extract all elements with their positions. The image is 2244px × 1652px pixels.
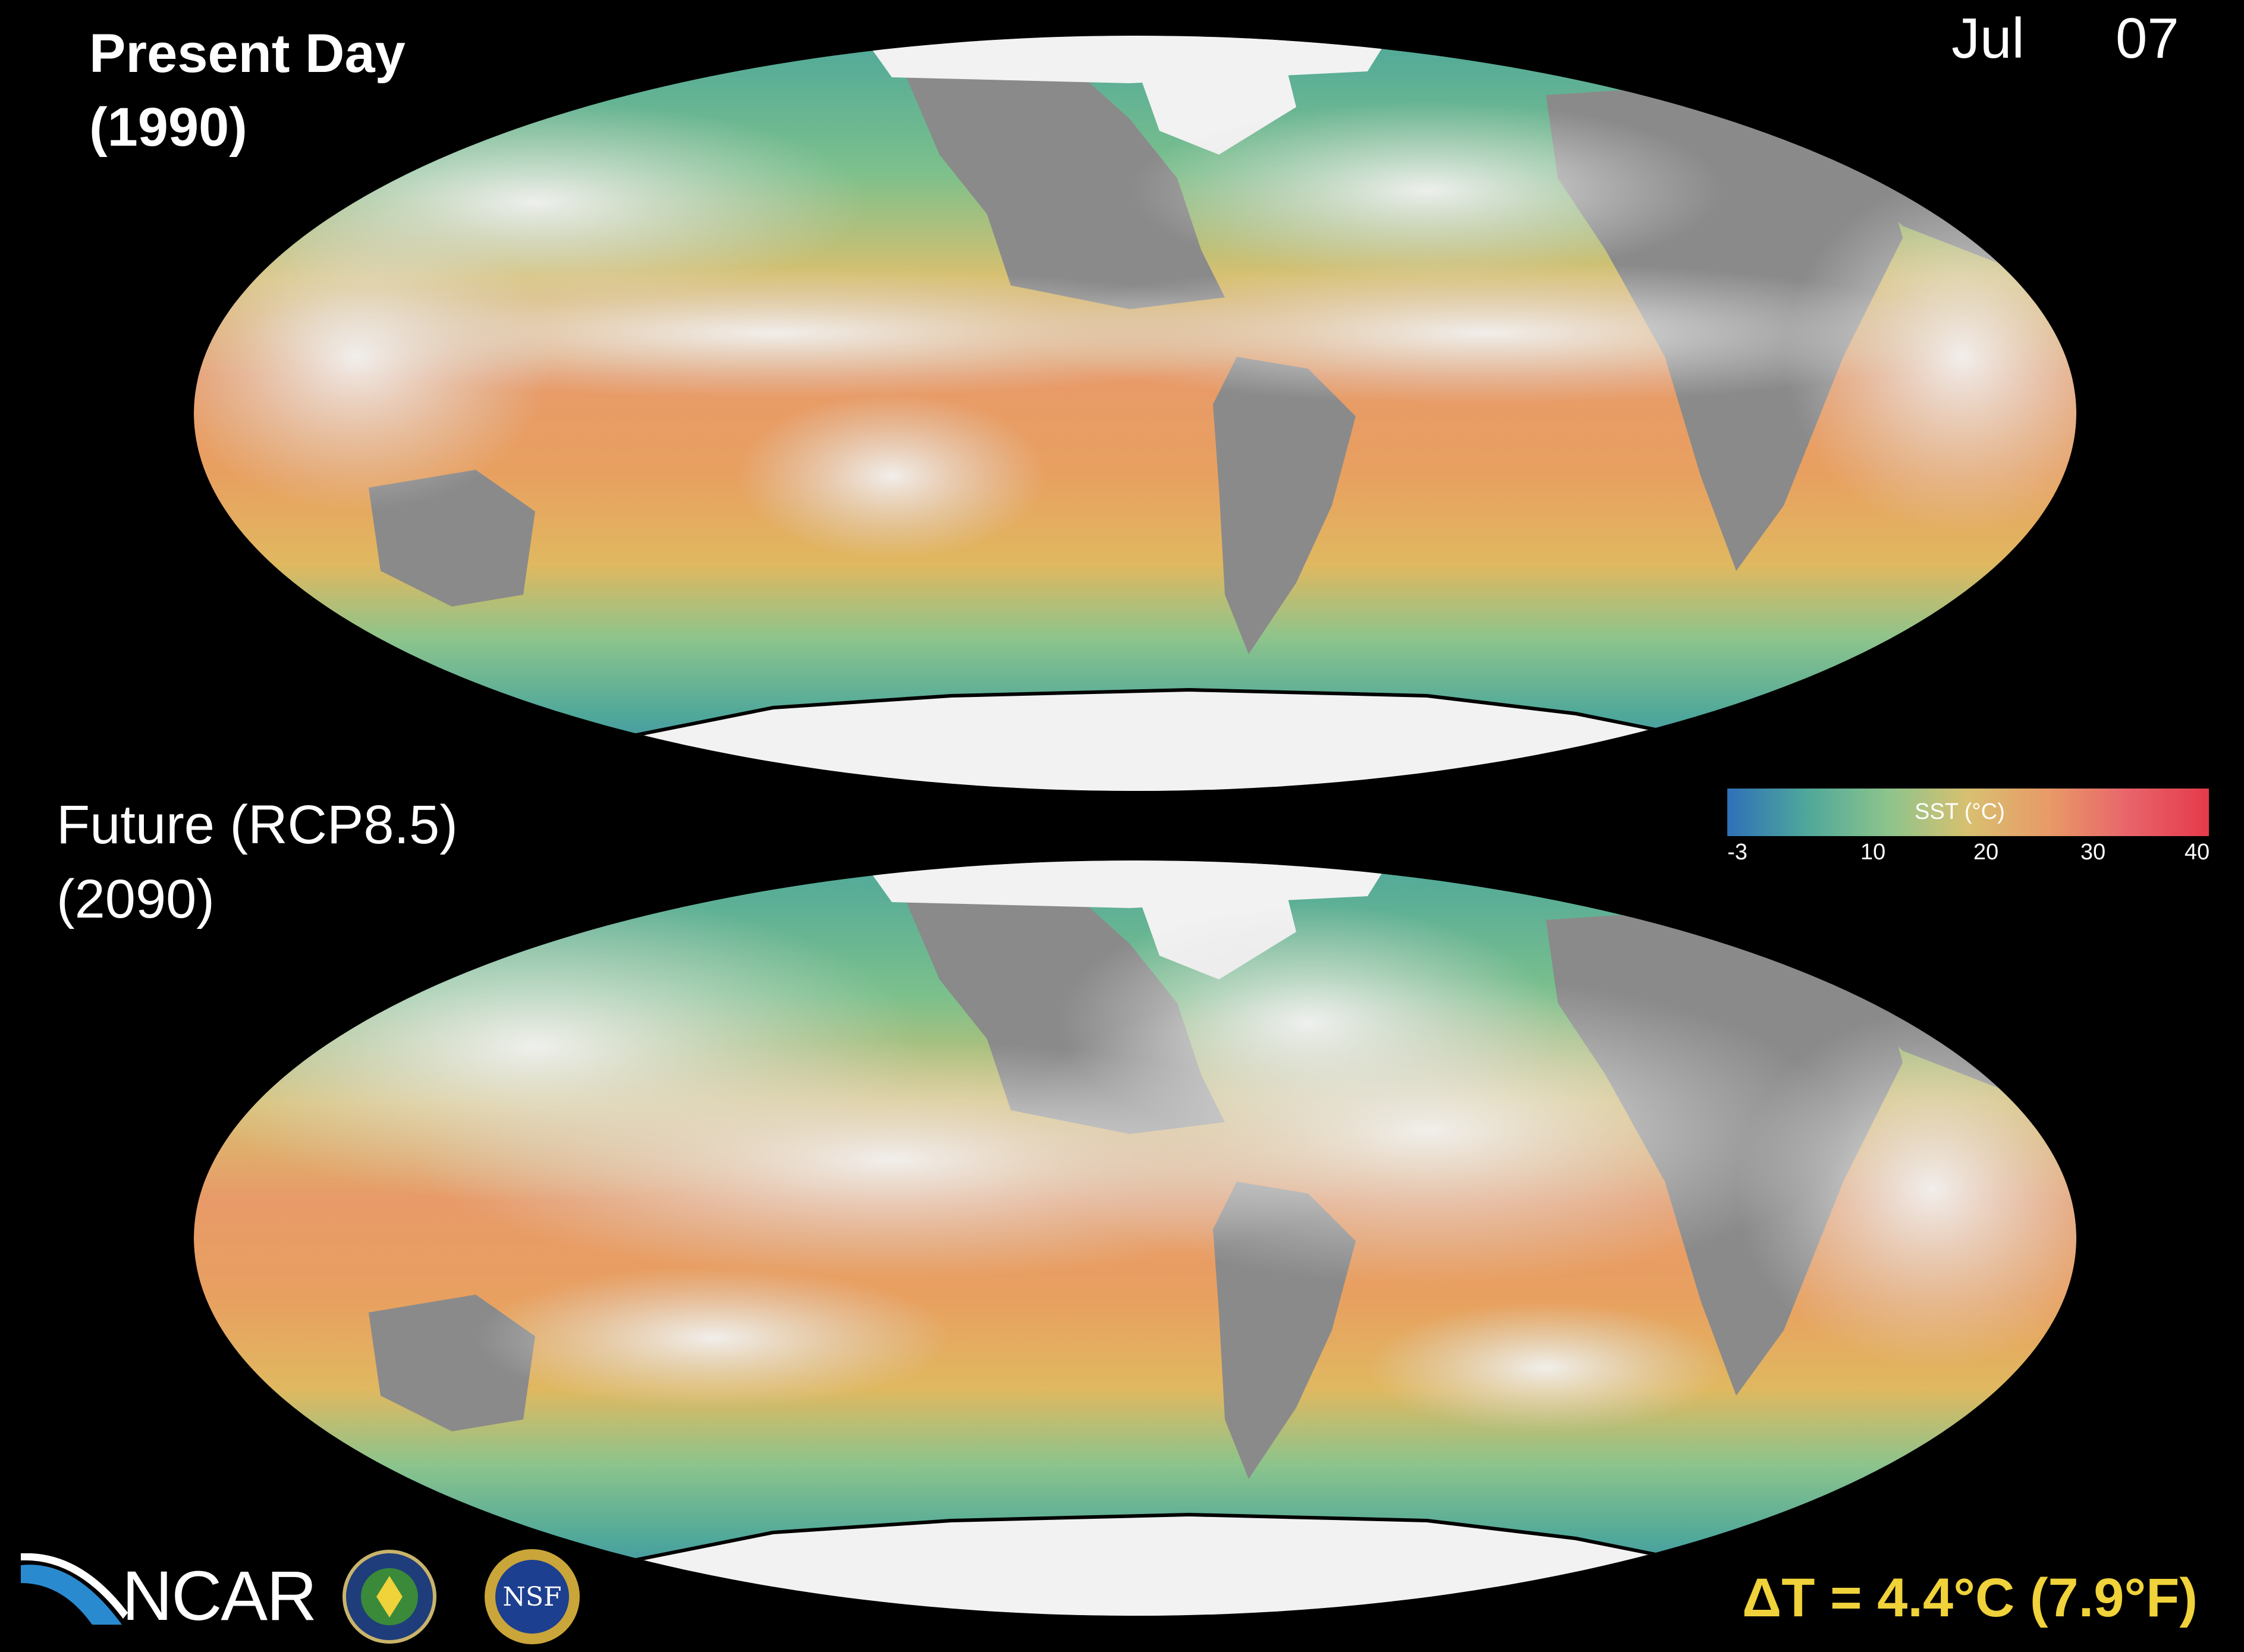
ncar-logo-icon xyxy=(21,1553,128,1625)
colorbar-tick: 10 xyxy=(1860,840,1886,865)
colorbar-tick: 30 xyxy=(2080,840,2106,865)
ncar-logo-text: NCAR xyxy=(122,1557,317,1635)
panel-subtitle-present: (1990) xyxy=(89,97,247,158)
map-present-day xyxy=(194,36,2076,791)
delta-temperature: ΔT = 4.4°C (7.9°F) xyxy=(1742,1568,2198,1628)
colorbar-tick: 40 xyxy=(2184,840,2210,865)
date-month: Jul xyxy=(1951,7,2025,70)
sst-colorbar xyxy=(1727,789,2209,836)
nsf-logo-icon: NSF xyxy=(485,1549,580,1644)
nsf-logo-text: NSF xyxy=(502,1582,561,1612)
colorbar-tick: -3 xyxy=(1727,840,1748,865)
antarctica xyxy=(623,687,1696,791)
south-america xyxy=(1213,357,1356,654)
antarctica xyxy=(623,1512,1696,1616)
north-america xyxy=(904,65,1225,309)
map-future xyxy=(194,860,2076,1616)
colorbar-tick: 20 xyxy=(1973,840,1999,865)
date-day: 07 xyxy=(2116,7,2179,70)
panel-subtitle-future: (2090) xyxy=(56,869,215,929)
colorbar-label: SST (°C) xyxy=(1915,799,2005,824)
doe-seal-icon xyxy=(342,1550,436,1644)
panel-title-present: Present Day xyxy=(89,23,406,84)
panel-title-future: Future (RCP8.5) xyxy=(56,794,458,855)
